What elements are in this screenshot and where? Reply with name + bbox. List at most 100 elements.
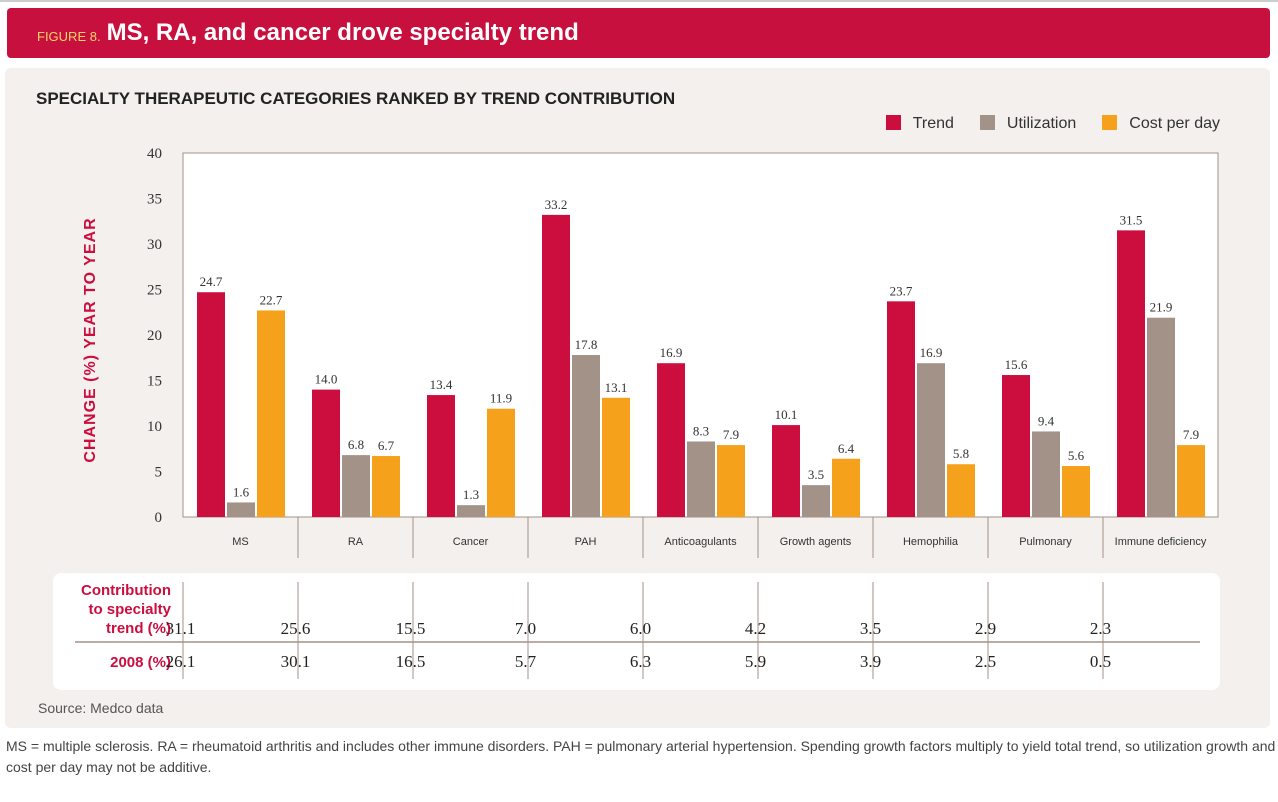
bar-utilization — [687, 441, 715, 517]
data-label: 11.9 — [490, 391, 512, 406]
data-label: 1.3 — [463, 487, 479, 502]
figure-header: FIGURE 8. MS, RA, and cancer drove speci… — [7, 8, 1270, 58]
bar-cost-per-day — [257, 310, 285, 517]
footnote: MS = multiple sclerosis. RA = rheumatoid… — [6, 738, 1276, 775]
data-label: 13.4 — [430, 377, 453, 392]
bar-trend — [1117, 230, 1145, 517]
y-tick-label: 35 — [147, 192, 162, 208]
data-label: 6.4 — [838, 441, 855, 456]
bar-trend — [657, 363, 685, 517]
x-tick-label: Pulmonary — [1019, 536, 1072, 548]
legend-trend: Trend — [885, 115, 954, 133]
table-cell: 3.9 — [860, 652, 881, 671]
source-note: Source: Medco data — [38, 700, 164, 716]
data-label: 7.9 — [1183, 427, 1199, 442]
bar-utilization — [342, 455, 370, 517]
data-label: 13.1 — [605, 380, 628, 395]
table-cell: 2.5 — [975, 652, 996, 671]
table-cell: 25.6 — [281, 619, 311, 638]
bar-utilization — [917, 363, 945, 517]
data-label: 3.5 — [808, 467, 824, 482]
row-label: to specialty — [88, 601, 171, 618]
y-tick-label: 15 — [147, 374, 162, 390]
bar-cost-per-day — [1062, 466, 1090, 517]
legend-cost-per-day: Cost per day — [1102, 115, 1220, 133]
data-label: 10.1 — [775, 407, 798, 422]
table-cell: 5.9 — [745, 652, 766, 671]
bar-cost-per-day — [717, 445, 745, 517]
contribution-table — [53, 573, 1220, 690]
bar-utilization — [1147, 317, 1175, 517]
bar-trend — [197, 292, 225, 517]
table-cell: 6.0 — [630, 619, 651, 638]
x-tick-label: MS — [232, 536, 249, 548]
top-border — [0, 0, 1278, 2]
y-tick-label: 25 — [147, 283, 162, 299]
legend-utilization: Utilization — [979, 115, 1076, 133]
table-cell: 3.5 — [860, 619, 881, 638]
bar-cost-per-day — [832, 458, 860, 517]
data-label: 15.6 — [1005, 357, 1028, 372]
bar-cost-per-day — [602, 397, 630, 517]
data-label: 23.7 — [890, 283, 913, 298]
bar-utilization — [457, 505, 485, 517]
chart-title: SPECIALTY THERAPEUTIC CATEGORIES RANKED … — [36, 89, 676, 108]
x-tick-label: PAH — [575, 536, 597, 548]
table-cell: 31.1 — [166, 619, 196, 638]
table-cell: 15.5 — [396, 619, 426, 638]
table-cell: 6.3 — [630, 652, 651, 671]
x-tick-label: Cancer — [453, 536, 489, 548]
data-label: 22.7 — [260, 292, 283, 307]
bar-utilization — [572, 355, 600, 517]
data-label: 1.6 — [233, 484, 250, 499]
x-tick-label: Immune deficiency — [1115, 536, 1207, 548]
data-label: 5.8 — [953, 446, 969, 461]
y-axis-label: CHANGE (%) YEAR TO YEAR — [82, 217, 99, 462]
table-cell: 30.1 — [281, 652, 311, 671]
data-label: 31.5 — [1120, 212, 1143, 227]
bar-cost-per-day — [487, 408, 515, 517]
bar-utilization — [227, 502, 255, 517]
figure-label: FIGURE 8. — [37, 28, 101, 44]
bar-trend — [312, 389, 340, 517]
row-label: Contribution — [81, 582, 171, 599]
table-cell: 16.5 — [396, 652, 426, 671]
x-tick-label: RA — [348, 536, 364, 548]
y-tick-label: 0 — [155, 510, 163, 526]
x-tick-label: Growth agents — [780, 536, 852, 548]
bar-trend — [1002, 375, 1030, 517]
legend: Trend Utilization Cost per day — [885, 115, 1220, 133]
data-label: 16.9 — [920, 345, 943, 360]
table-cell: 0.5 — [1090, 652, 1111, 671]
data-label: 24.7 — [200, 274, 223, 289]
bar-trend — [887, 301, 915, 517]
data-label: 6.7 — [378, 438, 395, 453]
bar-cost-per-day — [372, 456, 400, 517]
data-label: 21.9 — [1150, 300, 1173, 315]
data-label: 9.4 — [1038, 413, 1055, 428]
bar-utilization — [802, 485, 830, 517]
table-cell: 7.0 — [515, 619, 536, 638]
data-label: 5.6 — [1068, 448, 1085, 463]
row-label: trend (%) — [106, 620, 171, 637]
y-tick-label: 5 — [155, 465, 163, 481]
figure-title: MS, RA, and cancer drove specialty trend — [106, 19, 579, 46]
table-cell: 2.3 — [1090, 619, 1111, 638]
data-label: 16.9 — [660, 345, 683, 360]
data-label: 7.9 — [723, 427, 739, 442]
bar-trend — [542, 214, 570, 517]
row-label: 2008 (%) — [110, 654, 171, 671]
x-tick-label: Hemophilia — [903, 536, 959, 548]
bar-trend — [772, 425, 800, 517]
bar-trend — [427, 395, 455, 517]
y-tick-label: 20 — [147, 328, 162, 344]
bar-utilization — [1032, 431, 1060, 517]
data-label: 33.2 — [545, 197, 568, 212]
y-tick-label: 10 — [147, 419, 162, 435]
y-tick-label: 30 — [147, 237, 162, 253]
x-tick-label: Anticoagulants — [664, 536, 737, 548]
data-label: 17.8 — [575, 337, 598, 352]
data-label: 14.0 — [315, 372, 338, 387]
table-cell: 26.1 — [166, 652, 196, 671]
